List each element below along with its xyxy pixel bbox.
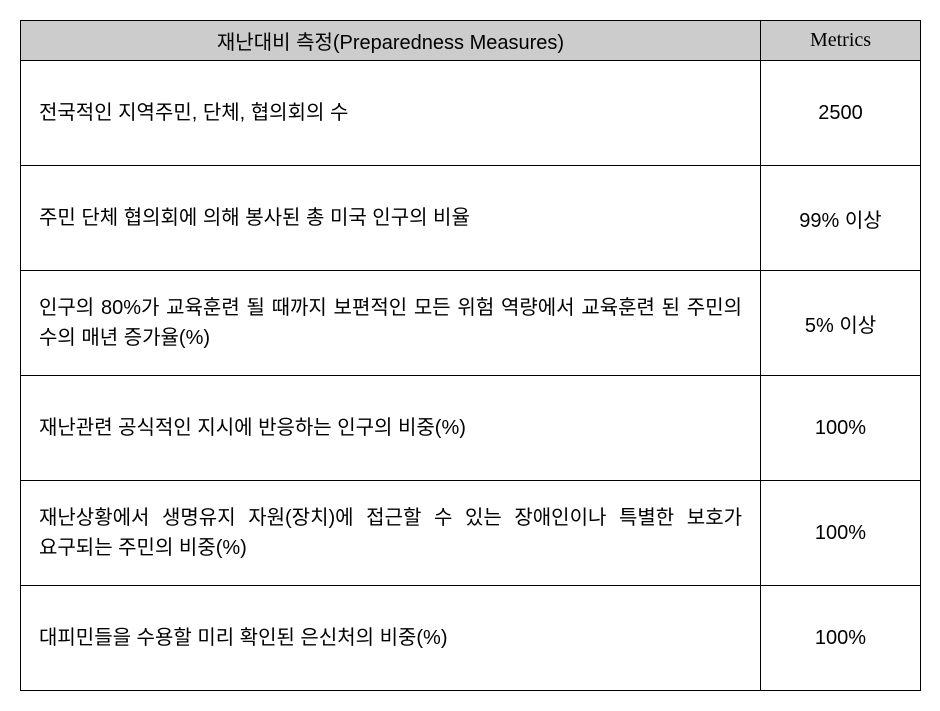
table-row: 인구의 80%가 교육훈련 될 때까지 보편적인 모든 위험 역량에서 교육훈련… <box>21 271 921 376</box>
preparedness-table: 재난대비 측정(Preparedness Measures) Metrics 전… <box>20 20 921 691</box>
metric-cell: 99% 이상 <box>761 166 921 271</box>
measure-cell: 재난관련 공식적인 지시에 반응하는 인구의 비중(%) <box>21 376 761 481</box>
header-measure: 재난대비 측정(Preparedness Measures) <box>21 21 761 61</box>
metric-cell: 5% 이상 <box>761 271 921 376</box>
preparedness-table-container: 재난대비 측정(Preparedness Measures) Metrics 전… <box>20 20 920 691</box>
measure-cell: 대피민들을 수용할 미리 확인된 은신처의 비중(%) <box>21 586 761 691</box>
table-row: 대피민들을 수용할 미리 확인된 은신처의 비중(%) 100% <box>21 586 921 691</box>
metric-cell: 2500 <box>761 61 921 166</box>
measure-cell: 재난상황에서 생명유지 자원(장치)에 접근할 수 있는 장애인이나 특별한 보… <box>21 481 761 586</box>
table-body: 전국적인 지역주민, 단체, 협의회의 수 2500 주민 단체 협의회에 의해… <box>21 61 921 691</box>
table-row: 전국적인 지역주민, 단체, 협의회의 수 2500 <box>21 61 921 166</box>
header-row: 재난대비 측정(Preparedness Measures) Metrics <box>21 21 921 61</box>
metric-cell: 100% <box>761 586 921 691</box>
table-header: 재난대비 측정(Preparedness Measures) Metrics <box>21 21 921 61</box>
table-row: 재난관련 공식적인 지시에 반응하는 인구의 비중(%) 100% <box>21 376 921 481</box>
measure-cell: 인구의 80%가 교육훈련 될 때까지 보편적인 모든 위험 역량에서 교육훈련… <box>21 271 761 376</box>
table-row: 주민 단체 협의회에 의해 봉사된 총 미국 인구의 비율 99% 이상 <box>21 166 921 271</box>
metric-cell: 100% <box>761 376 921 481</box>
measure-cell: 전국적인 지역주민, 단체, 협의회의 수 <box>21 61 761 166</box>
header-metric: Metrics <box>761 21 921 61</box>
table-row: 재난상황에서 생명유지 자원(장치)에 접근할 수 있는 장애인이나 특별한 보… <box>21 481 921 586</box>
measure-cell: 주민 단체 협의회에 의해 봉사된 총 미국 인구의 비율 <box>21 166 761 271</box>
metric-cell: 100% <box>761 481 921 586</box>
